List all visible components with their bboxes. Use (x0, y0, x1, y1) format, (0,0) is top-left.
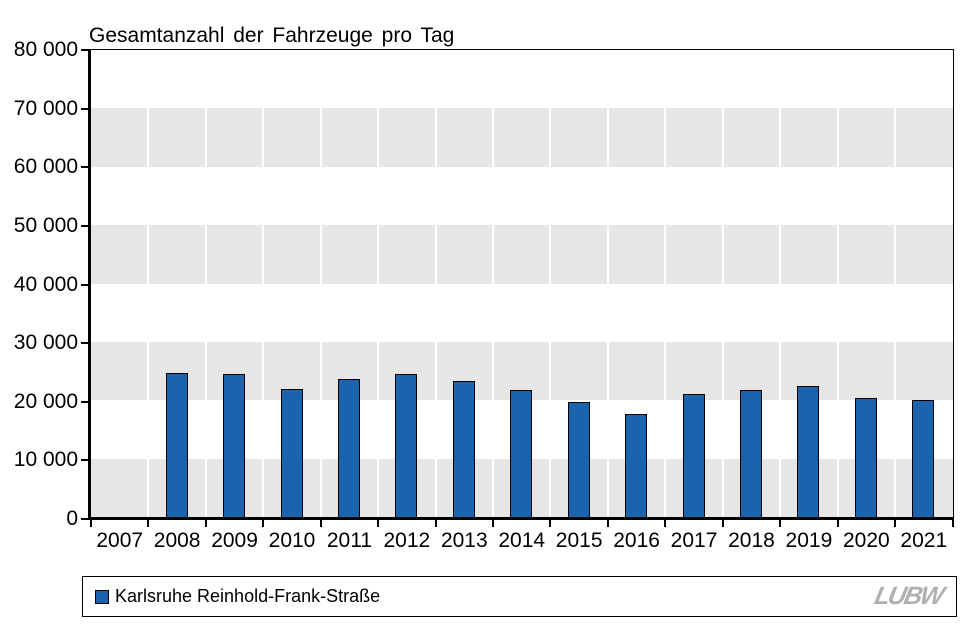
bar-2017 (682, 393, 705, 517)
plot-area (88, 49, 954, 520)
x-axis-tick (549, 520, 552, 527)
bar-2009 (223, 374, 246, 517)
category-separator-line (319, 50, 322, 517)
bar-2014 (510, 390, 533, 517)
x-axis-tick (434, 520, 437, 527)
y-axis-tick (81, 166, 88, 169)
grid-band (91, 108, 953, 167)
category-separator-line (377, 50, 380, 517)
y-tick-label: 10 000 (13, 448, 78, 472)
legend-marker-square (95, 589, 109, 604)
bar-2020 (854, 397, 877, 517)
bar-2008 (165, 373, 188, 517)
x-axis-tick (606, 520, 609, 527)
x-axis-tick (951, 520, 954, 527)
y-tick-label: 50 000 (13, 213, 78, 237)
y-axis-tick (81, 459, 88, 462)
x-tick-label: 2015 (555, 529, 603, 552)
grid-band (91, 166, 953, 226)
category-separator-line (204, 50, 207, 517)
x-axis-tick (262, 520, 265, 527)
x-tick-label: 2013 (440, 529, 488, 552)
y-axis-tick (81, 49, 88, 51)
y-tick-label: 0 (66, 507, 78, 530)
x-axis-tick (664, 520, 667, 527)
y-axis-tick (81, 107, 88, 110)
y-axis-tick (81, 518, 88, 520)
y-axis-tick (81, 224, 88, 227)
x-tick-label: 2021 (900, 529, 948, 552)
x-tick-label: 2016 (613, 529, 660, 552)
bar-2012 (395, 373, 418, 517)
category-separator-line (894, 50, 897, 517)
category-separator-line (492, 50, 495, 517)
x-axis-tick (836, 520, 839, 527)
category-separator-line (262, 50, 265, 517)
bar-2019 (797, 386, 820, 517)
category-separator-line (721, 50, 724, 517)
x-tick-label: 2014 (498, 529, 546, 552)
x-tick-label: 2018 (728, 529, 775, 552)
x-tick-label: 2019 (785, 529, 833, 552)
category-separator-line (606, 50, 609, 517)
y-tick-label: 80 000 (13, 38, 78, 61)
x-tick-label: 2012 (383, 529, 431, 552)
bar-2021 (912, 399, 935, 517)
x-axis-tick (377, 520, 380, 527)
category-separator-line (434, 50, 437, 517)
y-tick-label: 60 000 (13, 155, 78, 179)
category-separator-line (779, 50, 782, 517)
category-separator-line (664, 50, 667, 517)
chart-title: Gesamtanzahl der Fahrzeuge pro Tag (89, 24, 455, 47)
x-axis-tick (319, 520, 322, 527)
y-axis-tick (81, 283, 88, 286)
plot-inner (91, 50, 953, 517)
bar-2015 (567, 401, 590, 517)
x-axis-tick (147, 520, 150, 527)
category-separator-line (836, 50, 839, 517)
lubw-logo: LUBW (872, 582, 946, 610)
y-tick-label: 20 000 (13, 389, 78, 413)
grid-band (91, 283, 953, 342)
x-tick-label: 2010 (268, 529, 316, 552)
x-tick-label: 2008 (153, 529, 201, 552)
legend-label: Karlsruhe Reinhold-Frank-Straße (115, 586, 381, 606)
category-separator-line (549, 50, 552, 517)
bar-2018 (739, 389, 762, 517)
x-axis-tick (492, 520, 495, 527)
bar-2016 (625, 414, 648, 517)
x-tick-label: 2009 (211, 529, 258, 552)
x-axis-tick (90, 520, 92, 527)
x-axis-tick (779, 520, 782, 527)
x-tick-label: 2020 (842, 529, 890, 552)
x-axis-tick (894, 520, 897, 527)
y-tick-label: 40 000 (13, 272, 78, 296)
x-axis-tick (721, 520, 724, 527)
x-axis-tick (204, 520, 207, 527)
x-tick-label: 2017 (670, 529, 718, 552)
y-tick-label: 30 000 (13, 331, 78, 355)
y-axis-tick (81, 400, 88, 403)
bar-2010 (280, 389, 303, 517)
bar-2013 (452, 381, 475, 517)
x-tick-label: 2011 (326, 529, 373, 552)
grid-band (91, 50, 953, 109)
category-separator-line (147, 50, 150, 517)
y-axis-tick (81, 342, 88, 345)
y-tick-label: 70 000 (13, 96, 78, 120)
bar-2011 (337, 378, 360, 517)
x-tick-label: 2007 (96, 529, 144, 552)
legend: Karlsruhe Reinhold-Frank-Straße LUBW (82, 576, 957, 617)
grid-band (91, 225, 953, 284)
